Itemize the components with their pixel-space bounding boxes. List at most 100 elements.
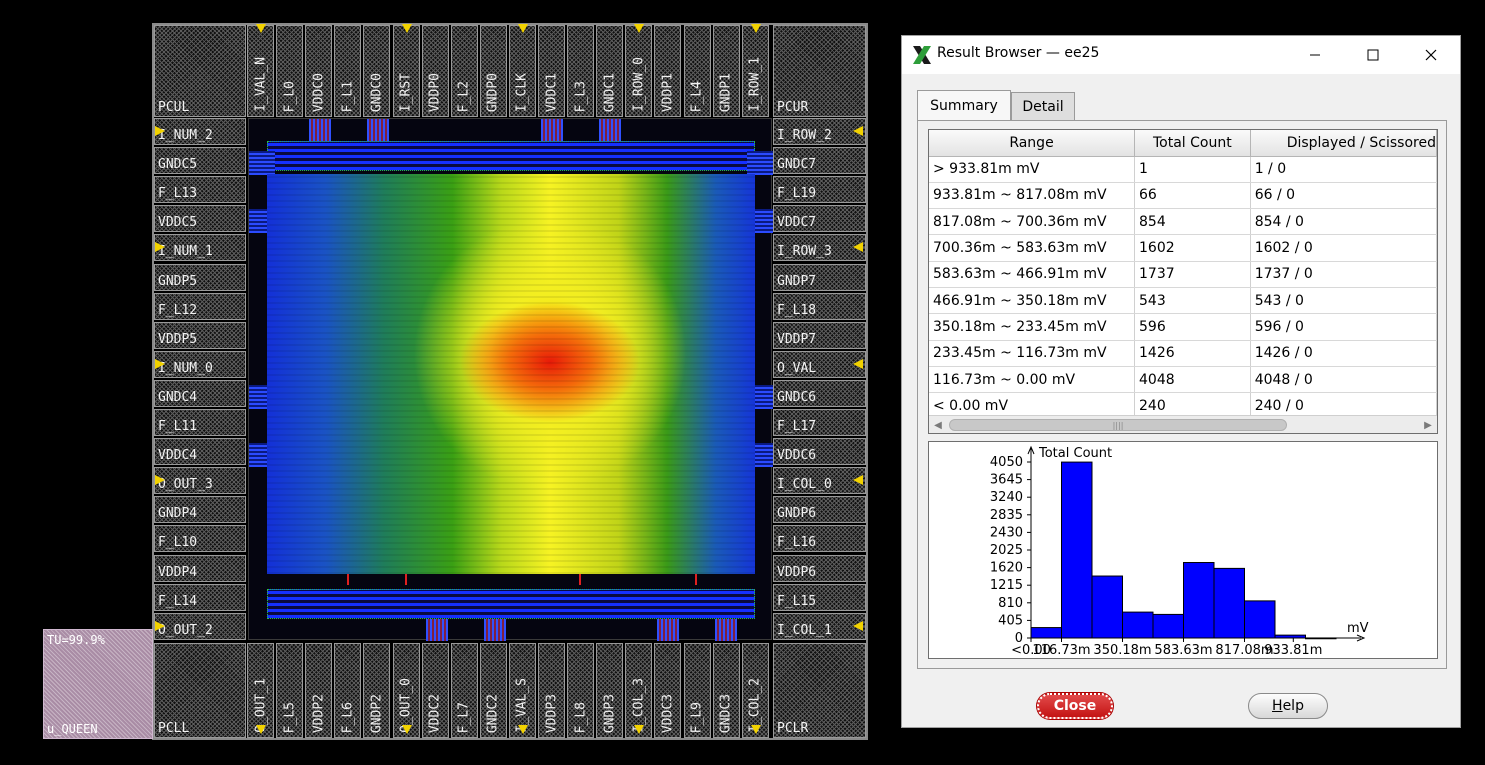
io-pad-left[interactable]: VDDC4 — [154, 438, 246, 466]
table-row[interactable]: > 933.81m mV 1 1 / 0 — [929, 156, 1437, 183]
io-pad-right[interactable]: VDDC6 — [773, 438, 866, 466]
column-header-total-count[interactable]: Total Count — [1134, 130, 1251, 157]
io-pad-right[interactable]: I_ROW_3 — [773, 234, 866, 262]
io-pad-bottom[interactable]: F_L9 — [683, 643, 711, 738]
io-pad-left[interactable]: I_NUM_1 — [154, 234, 246, 262]
io-pad-right[interactable]: F_L17 — [773, 409, 866, 436]
io-pad-top[interactable]: F_L4 — [683, 25, 711, 117]
scroll-left-icon[interactable]: ◀ — [934, 419, 942, 431]
scroll-right-icon[interactable]: ▶ — [1424, 419, 1432, 431]
io-pad-bottom[interactable]: F_L8 — [567, 643, 595, 738]
io-pad-bottom[interactable]: F_L5 — [276, 643, 304, 738]
io-pad-top[interactable]: I_RST — [392, 25, 420, 117]
io-pad-right[interactable]: F_L15 — [773, 583, 866, 611]
io-pad-bottom[interactable]: F_L7 — [450, 643, 478, 738]
io-pad-right[interactable]: F_L16 — [773, 525, 866, 553]
io-pad-top[interactable]: F_L1 — [334, 25, 362, 117]
io-pad-top[interactable]: VDDC0 — [305, 25, 333, 117]
io-pad-right[interactable]: F_L19 — [773, 176, 866, 204]
io-pad-top[interactable]: GNDC1 — [596, 25, 624, 117]
io-pad-right[interactable]: VDDP6 — [773, 554, 866, 582]
close-button[interactable]: Close — [1037, 693, 1113, 719]
io-pad-bottom[interactable]: VDDP2 — [305, 643, 333, 738]
io-pad-top[interactable]: VDDP1 — [654, 25, 682, 117]
corner-pad[interactable]: PCUL — [154, 25, 246, 117]
io-pad-top[interactable]: I_VAL_N — [247, 25, 274, 117]
io-pad-right[interactable]: GNDC6 — [773, 379, 866, 407]
io-pad-bottom[interactable]: GNDP2 — [363, 643, 391, 738]
tab-detail[interactable]: Detail — [1011, 92, 1075, 120]
column-header-range[interactable]: Range — [929, 130, 1136, 157]
io-pad-left[interactable]: GNDC4 — [154, 379, 246, 407]
io-pad-left[interactable]: F_L10 — [154, 525, 246, 553]
io-pad-left[interactable]: VDDC5 — [154, 205, 246, 233]
io-pad-top[interactable]: VDDC1 — [538, 25, 565, 117]
io-pad-left[interactable]: F_L12 — [154, 292, 246, 320]
io-pad-bottom[interactable]: VDDC2 — [421, 643, 449, 738]
io-pad-right[interactable]: GNDP7 — [773, 263, 866, 291]
io-pad-top[interactable]: GNDC0 — [363, 25, 391, 117]
io-pad-top[interactable]: GNDP1 — [712, 25, 740, 117]
io-pad-left[interactable]: F_L14 — [154, 583, 246, 611]
io-pad-left[interactable]: VDDP4 — [154, 554, 246, 582]
io-pad-left[interactable]: VDDP5 — [154, 321, 246, 349]
io-pad-bottom[interactable]: GNDC2 — [479, 643, 507, 738]
io-pad-bottom[interactable]: VDDC3 — [654, 643, 682, 738]
io-pad-right[interactable]: I_COL_1 — [773, 612, 866, 640]
io-pad-left[interactable]: F_L13 — [154, 176, 246, 204]
io-pad-bottom[interactable]: VDDP3 — [538, 643, 565, 738]
io-pad-right[interactable]: O_VAL — [773, 350, 866, 378]
io-pad-right[interactable]: I_ROW_2 — [773, 118, 866, 145]
io-pad-top[interactable]: I_CLK — [508, 25, 536, 117]
range-table[interactable]: Range Total Count Displayed / Scissored … — [928, 129, 1438, 434]
io-pad-left[interactable]: O_OUT_2 — [154, 612, 246, 640]
io-pad-bottom[interactable]: I_VAL_S — [508, 643, 536, 738]
title-bar[interactable]: Result Browser — ee25 — [902, 36, 1460, 74]
io-pad-left[interactable]: O_OUT_3 — [154, 467, 246, 495]
table-row[interactable]: 700.36m ~ 583.63m mV 1602 1602 / 0 — [929, 234, 1437, 262]
io-pad-bottom[interactable]: GNDC3 — [712, 643, 740, 738]
io-pad-top[interactable]: VDDP0 — [421, 25, 449, 117]
io-pad-bottom[interactable]: F_L6 — [334, 643, 362, 738]
io-pad-top[interactable]: F_L3 — [567, 25, 595, 117]
table-row[interactable]: 116.73m ~ 0.00 mV 4048 4048 / 0 — [929, 366, 1437, 394]
table-row[interactable]: 233.45m ~ 116.73m mV 1426 1426 / 0 — [929, 340, 1437, 367]
corner-pad[interactable]: PCUR — [773, 25, 866, 117]
io-pad-left[interactable]: GNDP4 — [154, 496, 246, 524]
corner-pad[interactable]: PCLL — [154, 643, 246, 738]
io-pad-right[interactable]: VDDC7 — [773, 205, 866, 233]
io-pad-right[interactable]: F_L18 — [773, 292, 866, 320]
io-pad-bottom[interactable]: I_COL_2 — [741, 643, 769, 738]
maximize-button[interactable] — [1344, 36, 1402, 74]
tab-summary[interactable]: Summary — [917, 90, 1011, 120]
io-pad-right[interactable]: I_COL_0 — [773, 467, 866, 495]
io-pad-top[interactable]: F_L2 — [450, 25, 478, 117]
column-header-displayed[interactable]: Displayed / Scissored — [1250, 130, 1437, 157]
io-pad-right[interactable]: GNDC7 — [773, 147, 866, 175]
io-pad-left[interactable]: F_L11 — [154, 409, 246, 436]
close-window-button[interactable] — [1402, 36, 1460, 74]
table-row[interactable]: 583.63m ~ 466.91m mV 1737 1737 / 0 — [929, 261, 1437, 288]
table-row[interactable]: 350.18m ~ 233.45m mV 596 596 / 0 — [929, 313, 1437, 341]
io-pad-left[interactable]: I_NUM_2 — [154, 118, 246, 145]
table-row[interactable]: 466.91m ~ 350.18m mV 543 543 / 0 — [929, 287, 1437, 315]
io-pad-bottom[interactable]: O_OUT_0 — [392, 643, 420, 738]
queen-block[interactable]: TU=99.9% u_QUEEN — [43, 629, 153, 739]
io-pad-left[interactable]: I_NUM_0 — [154, 350, 246, 378]
io-pad-left[interactable]: GNDC5 — [154, 147, 246, 175]
io-pad-top[interactable]: GNDP0 — [479, 25, 507, 117]
table-row[interactable]: 933.81m ~ 817.08m mV 66 66 / 0 — [929, 182, 1437, 210]
io-pad-bottom[interactable]: O_OUT_1 — [247, 643, 274, 738]
corner-pad[interactable]: PCLR — [773, 643, 866, 738]
io-pad-right[interactable]: GNDP6 — [773, 496, 866, 524]
table-row[interactable]: 817.08m ~ 700.36m mV 854 854 / 0 — [929, 208, 1437, 236]
io-pad-top[interactable]: I_ROW_1 — [741, 25, 769, 117]
horizontal-scrollbar[interactable]: ◀ |||| ▶ — [929, 415, 1437, 433]
io-pad-bottom[interactable]: I_COL_3 — [625, 643, 653, 738]
io-pad-right[interactable]: VDDP7 — [773, 321, 866, 349]
io-pad-left[interactable]: GNDP5 — [154, 263, 246, 291]
scroll-thumb[interactable]: |||| — [949, 419, 1287, 431]
io-pad-top[interactable]: I_ROW_0 — [625, 25, 653, 117]
io-pad-bottom[interactable]: GNDP3 — [596, 643, 624, 738]
